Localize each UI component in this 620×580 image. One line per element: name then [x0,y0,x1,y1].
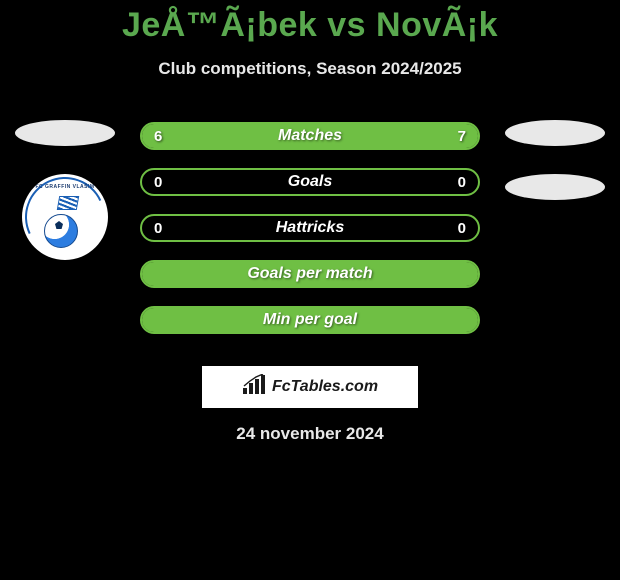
stat-value-right: 0 [458,220,466,237]
club-logo-left: FC GRAFFIN VLAŠIM [22,174,108,260]
date: 24 november 2024 [0,424,620,444]
stat-value-right: 0 [458,174,466,191]
player-photo-placeholder [505,120,605,146]
stat-row-min-per-goal: Min per goal [140,306,480,334]
stat-label: Goals per match [142,265,478,283]
stat-row-goals-per-match: Goals per match [140,260,480,288]
player-photo-placeholder [15,120,115,146]
stat-label: Min per goal [142,311,478,329]
stat-label: Goals [142,173,478,191]
subtitle: Club competitions, Season 2024/2025 [0,59,620,79]
page-title: JeÅ™Ã¡bek vs NovÃ¡k [0,0,620,45]
bars-chart-icon [242,374,266,401]
stat-row-hattricks: 0 Hattricks 0 [140,214,480,242]
stat-value-right: 7 [458,128,466,145]
stat-row-matches: 6 Matches 7 [140,122,480,150]
stat-label: Hattricks [142,219,478,237]
right-player-column [500,120,610,228]
left-player-column: FC GRAFFIN VLAŠIM [10,120,120,260]
club-logo-placeholder [505,174,605,200]
source-banner-text: FcTables.com [272,378,378,396]
stats-panel: 6 Matches 7 0 Goals 0 0 Hattricks 0 Goal… [140,122,480,352]
source-banner[interactable]: FcTables.com [202,366,418,408]
stat-row-goals: 0 Goals 0 [140,168,480,196]
club-logo-text: FC GRAFFIN VLAŠIM [30,184,100,190]
stat-label: Matches [142,127,478,145]
